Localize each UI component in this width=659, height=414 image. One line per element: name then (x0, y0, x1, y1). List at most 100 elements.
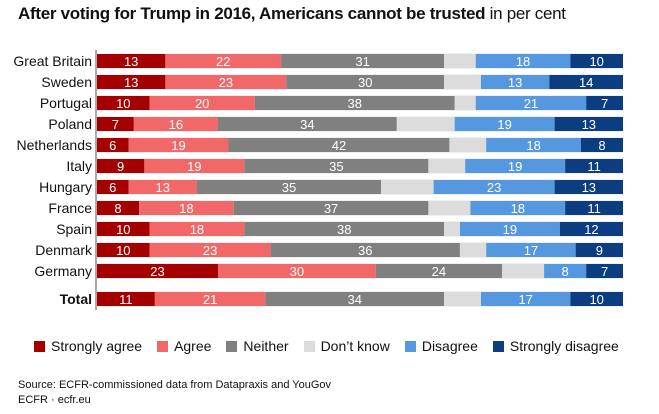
data-label: 8 (598, 138, 605, 153)
bar-segment-strongly-disagree (580, 138, 623, 152)
bar-segment-strongly-disagree (570, 292, 623, 306)
bar-segment-agree (128, 180, 197, 194)
bar-segment-strongly-disagree (549, 75, 623, 89)
category-label: Spain (56, 221, 92, 237)
bar-segment-agree (149, 222, 245, 236)
bar-segment-agree (149, 96, 255, 110)
bar-row-france: France 8 18 37 18 11 (48, 200, 623, 216)
bar-segment-neither (217, 117, 397, 131)
data-label: 35 (282, 180, 296, 195)
bar-segment-don-t-know (444, 75, 481, 89)
category-label: Portugal (40, 95, 92, 111)
bar-segment-don-t-know (396, 117, 455, 131)
legend-swatch (492, 340, 504, 352)
bar-segment-strongly-disagree (575, 243, 623, 257)
bar-segment-neither (286, 75, 445, 89)
data-label: 13 (124, 75, 138, 90)
data-label: 34 (348, 292, 362, 307)
legend-swatch (404, 340, 416, 352)
bar-segment-strongly-agree (97, 201, 140, 215)
bar-row-portugal: Portugal 10 20 38 21 7 (40, 95, 623, 111)
bar-segment-strongly-agree (97, 292, 155, 306)
data-label: 12 (584, 222, 598, 237)
data-label: 17 (524, 243, 538, 258)
legend-label: Disagree (421, 338, 478, 354)
bar-segment-strongly-disagree (586, 96, 623, 110)
data-label: 30 (358, 75, 372, 90)
bar-segment-agree (139, 201, 234, 215)
bar-segment-strongly-disagree (586, 264, 623, 278)
data-label: 42 (332, 138, 346, 153)
bar-segment-don-t-know (381, 180, 434, 194)
bar-row-sweden: Sweden 13 23 30 13 14 (41, 74, 623, 90)
data-label: 10 (116, 96, 130, 111)
bar-segment-strongly-disagree (570, 54, 623, 68)
bar-segment-disagree (433, 180, 555, 194)
data-label: 30 (290, 264, 304, 279)
legend-label: Don’t know (320, 338, 390, 354)
bar-segment-agree (133, 117, 218, 131)
category-label: Hungary (39, 179, 92, 195)
data-label: 10 (589, 54, 603, 69)
bar-segment-strongly-disagree (554, 180, 623, 194)
bar-segment-agree (217, 264, 376, 278)
data-label: 11 (119, 292, 133, 307)
bar-segment-strongly-agree (97, 243, 150, 257)
bar-row-netherlands: Netherlands 6 19 42 18 8 (17, 137, 623, 153)
bar-segment-don-t-know (428, 159, 466, 173)
data-label: 23 (487, 180, 501, 195)
bar-row-italy: Italy 9 19 35 19 11 (66, 158, 623, 174)
bar-segment-strongly-agree (97, 117, 134, 131)
data-label: 23 (150, 264, 164, 279)
data-label: 21 (203, 292, 217, 307)
bar-segment-disagree (486, 243, 576, 257)
bar-segment-disagree (480, 75, 550, 89)
bar-row-total: Total 11 21 34 17 10 (60, 291, 623, 307)
legend-swatch (157, 340, 169, 352)
data-label: 13 (582, 180, 596, 195)
bar-segment-don-t-know (444, 222, 460, 236)
bar-row-germany: Germany 23 30 24 8 7 (34, 263, 623, 279)
legend-swatch (226, 340, 238, 352)
category-label: Total (60, 291, 92, 307)
bar-segment-agree (128, 138, 229, 152)
data-label: 11 (587, 159, 601, 174)
bar-segment-neither (228, 138, 450, 152)
data-label: 13 (508, 75, 522, 90)
bar-segment-don-t-know (428, 201, 471, 215)
bar-segment-don-t-know (502, 264, 545, 278)
data-label: 16 (169, 117, 183, 132)
bar-row-poland: Poland 7 16 34 19 13 (48, 116, 623, 132)
credit-note: ECFR · ecfr.eu (18, 394, 91, 406)
bar-segment-disagree (459, 222, 560, 236)
data-label: 7 (601, 96, 608, 111)
chart-title: After voting for Trump in 2016, American… (18, 4, 566, 24)
source-note: Source: ECFR-commissioned data from Data… (18, 379, 332, 391)
data-label: 19 (497, 117, 511, 132)
data-label: 23 (219, 75, 233, 90)
bar-segment-don-t-know (444, 54, 476, 68)
bar-segment-strongly-agree (97, 138, 129, 152)
legend-swatch (303, 340, 315, 352)
bar-segment-neither (375, 264, 503, 278)
bar-row-great-britain: Great Britain 13 22 31 18 10 (13, 53, 623, 69)
bar-segment-disagree (486, 138, 581, 152)
bar-segment-don-t-know (444, 292, 481, 306)
bar-segment-strongly-agree (97, 159, 145, 173)
data-label: 35 (329, 159, 343, 174)
legend-item-strongly-disagree: Strongly disagree (492, 338, 619, 354)
bar-segment-neither (254, 96, 455, 110)
data-label: 8 (562, 264, 569, 279)
bar-segment-neither (265, 292, 445, 306)
bar-row-spain: Spain 10 18 38 19 12 (56, 221, 623, 237)
bar-segment-disagree (475, 96, 587, 110)
data-label: 6 (109, 180, 116, 195)
legend-label: Strongly disagree (509, 338, 619, 354)
bar-segment-strongly-disagree (565, 159, 623, 173)
data-label: 19 (508, 159, 522, 174)
data-label: 18 (190, 222, 204, 237)
category-label: Netherlands (17, 137, 93, 153)
bar-segment-strongly-agree (97, 222, 150, 236)
data-label: 23 (203, 243, 217, 258)
legend-label: Agree (174, 338, 212, 354)
